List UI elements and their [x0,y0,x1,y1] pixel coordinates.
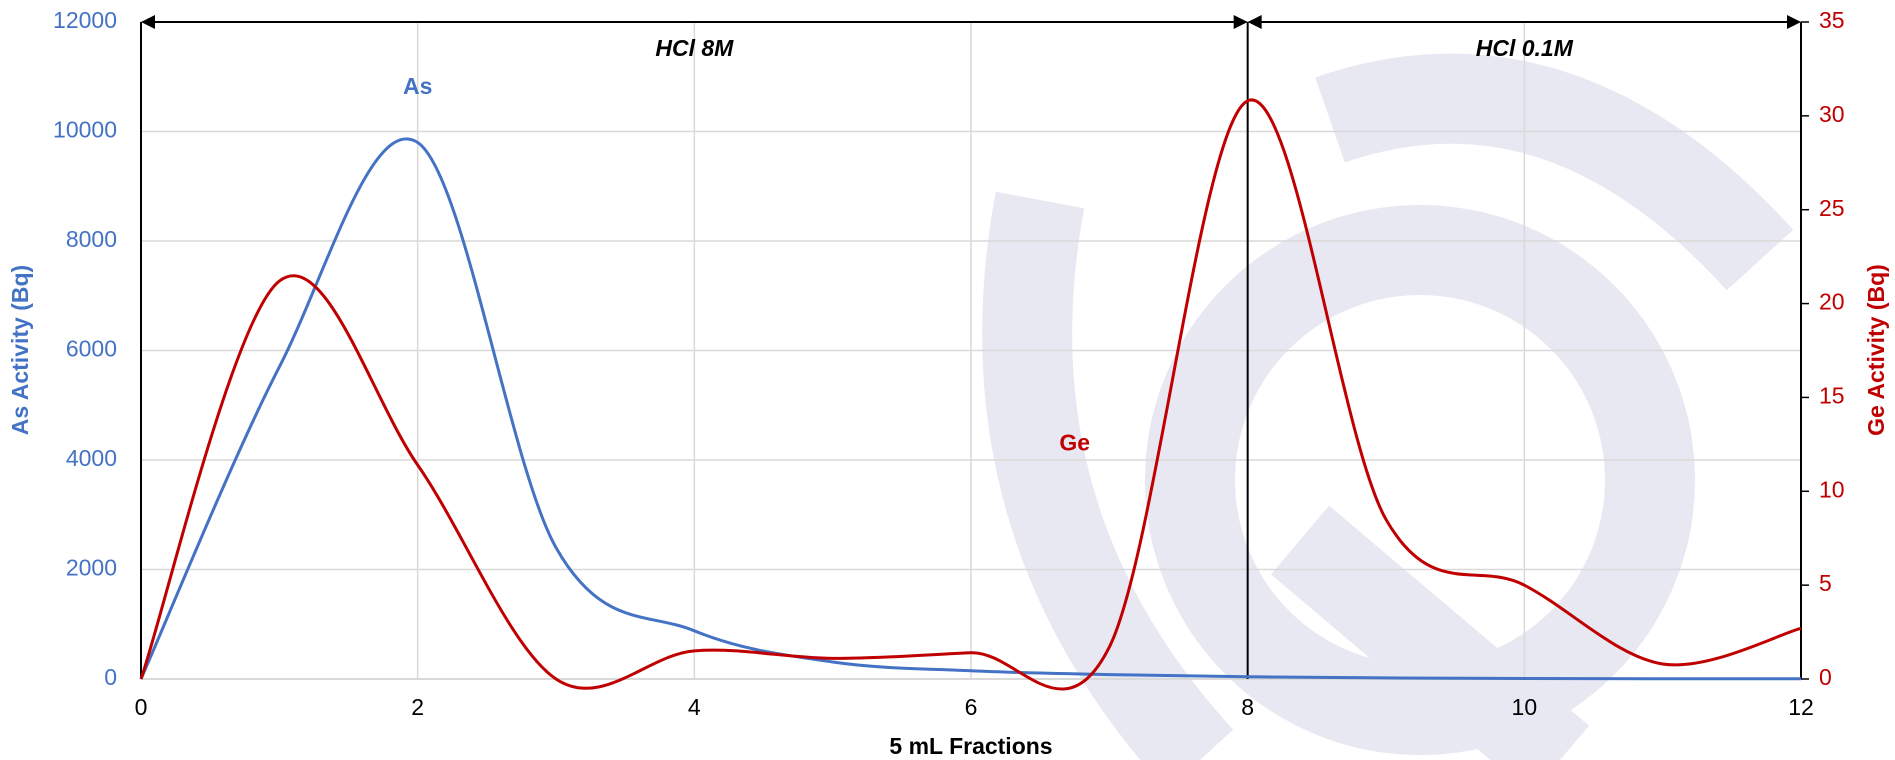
series-label: Ge [1059,429,1090,455]
arrowhead [141,15,155,29]
annotation: HCl 8M [655,35,734,61]
arrowhead [1233,15,1248,29]
y-axis-title: As Activity (Bq) [7,265,33,435]
y2-tick-label: 20 [1819,289,1845,315]
y2-tick-label: 0 [1819,664,1832,690]
y-tick-label: 0 [104,664,117,690]
y2-tick-label: 5 [1819,570,1832,596]
arrowhead [1247,15,1262,29]
y-tick-label: 6000 [66,336,117,362]
y2-tick-label: 35 [1819,7,1845,33]
arrowhead [1787,15,1801,29]
x-tick-label: 0 [135,694,148,720]
x-tick-label: 12 [1788,694,1814,720]
y2-axis-title: Ge Activity (Bq) [1863,264,1889,436]
y2-tick-label: 15 [1819,383,1845,409]
y2-tick-label: 30 [1819,101,1845,127]
y-tick-label: 12000 [53,7,117,33]
x-tick-label: 2 [411,694,424,720]
watermark [982,53,1794,760]
y2-tick-label: 10 [1819,476,1845,502]
series-label: As [403,73,432,99]
x-axis-title: 5 mL Fractions [889,733,1052,759]
x-tick-label: 4 [688,694,701,720]
x-tick-label: 10 [1512,694,1538,720]
series-line [139,137,1802,681]
annotation: HCl 0.1M [1476,35,1574,61]
y-tick-label: 10000 [53,117,117,143]
x-tick-label: 6 [965,694,978,720]
x-tick-label: 8 [1241,694,1254,720]
y-tick-label: 8000 [66,226,117,252]
y-tick-label: 4000 [66,445,117,471]
y-tick-label: 2000 [66,555,117,581]
series-line [139,98,1802,691]
y2-tick-label: 25 [1819,195,1845,221]
